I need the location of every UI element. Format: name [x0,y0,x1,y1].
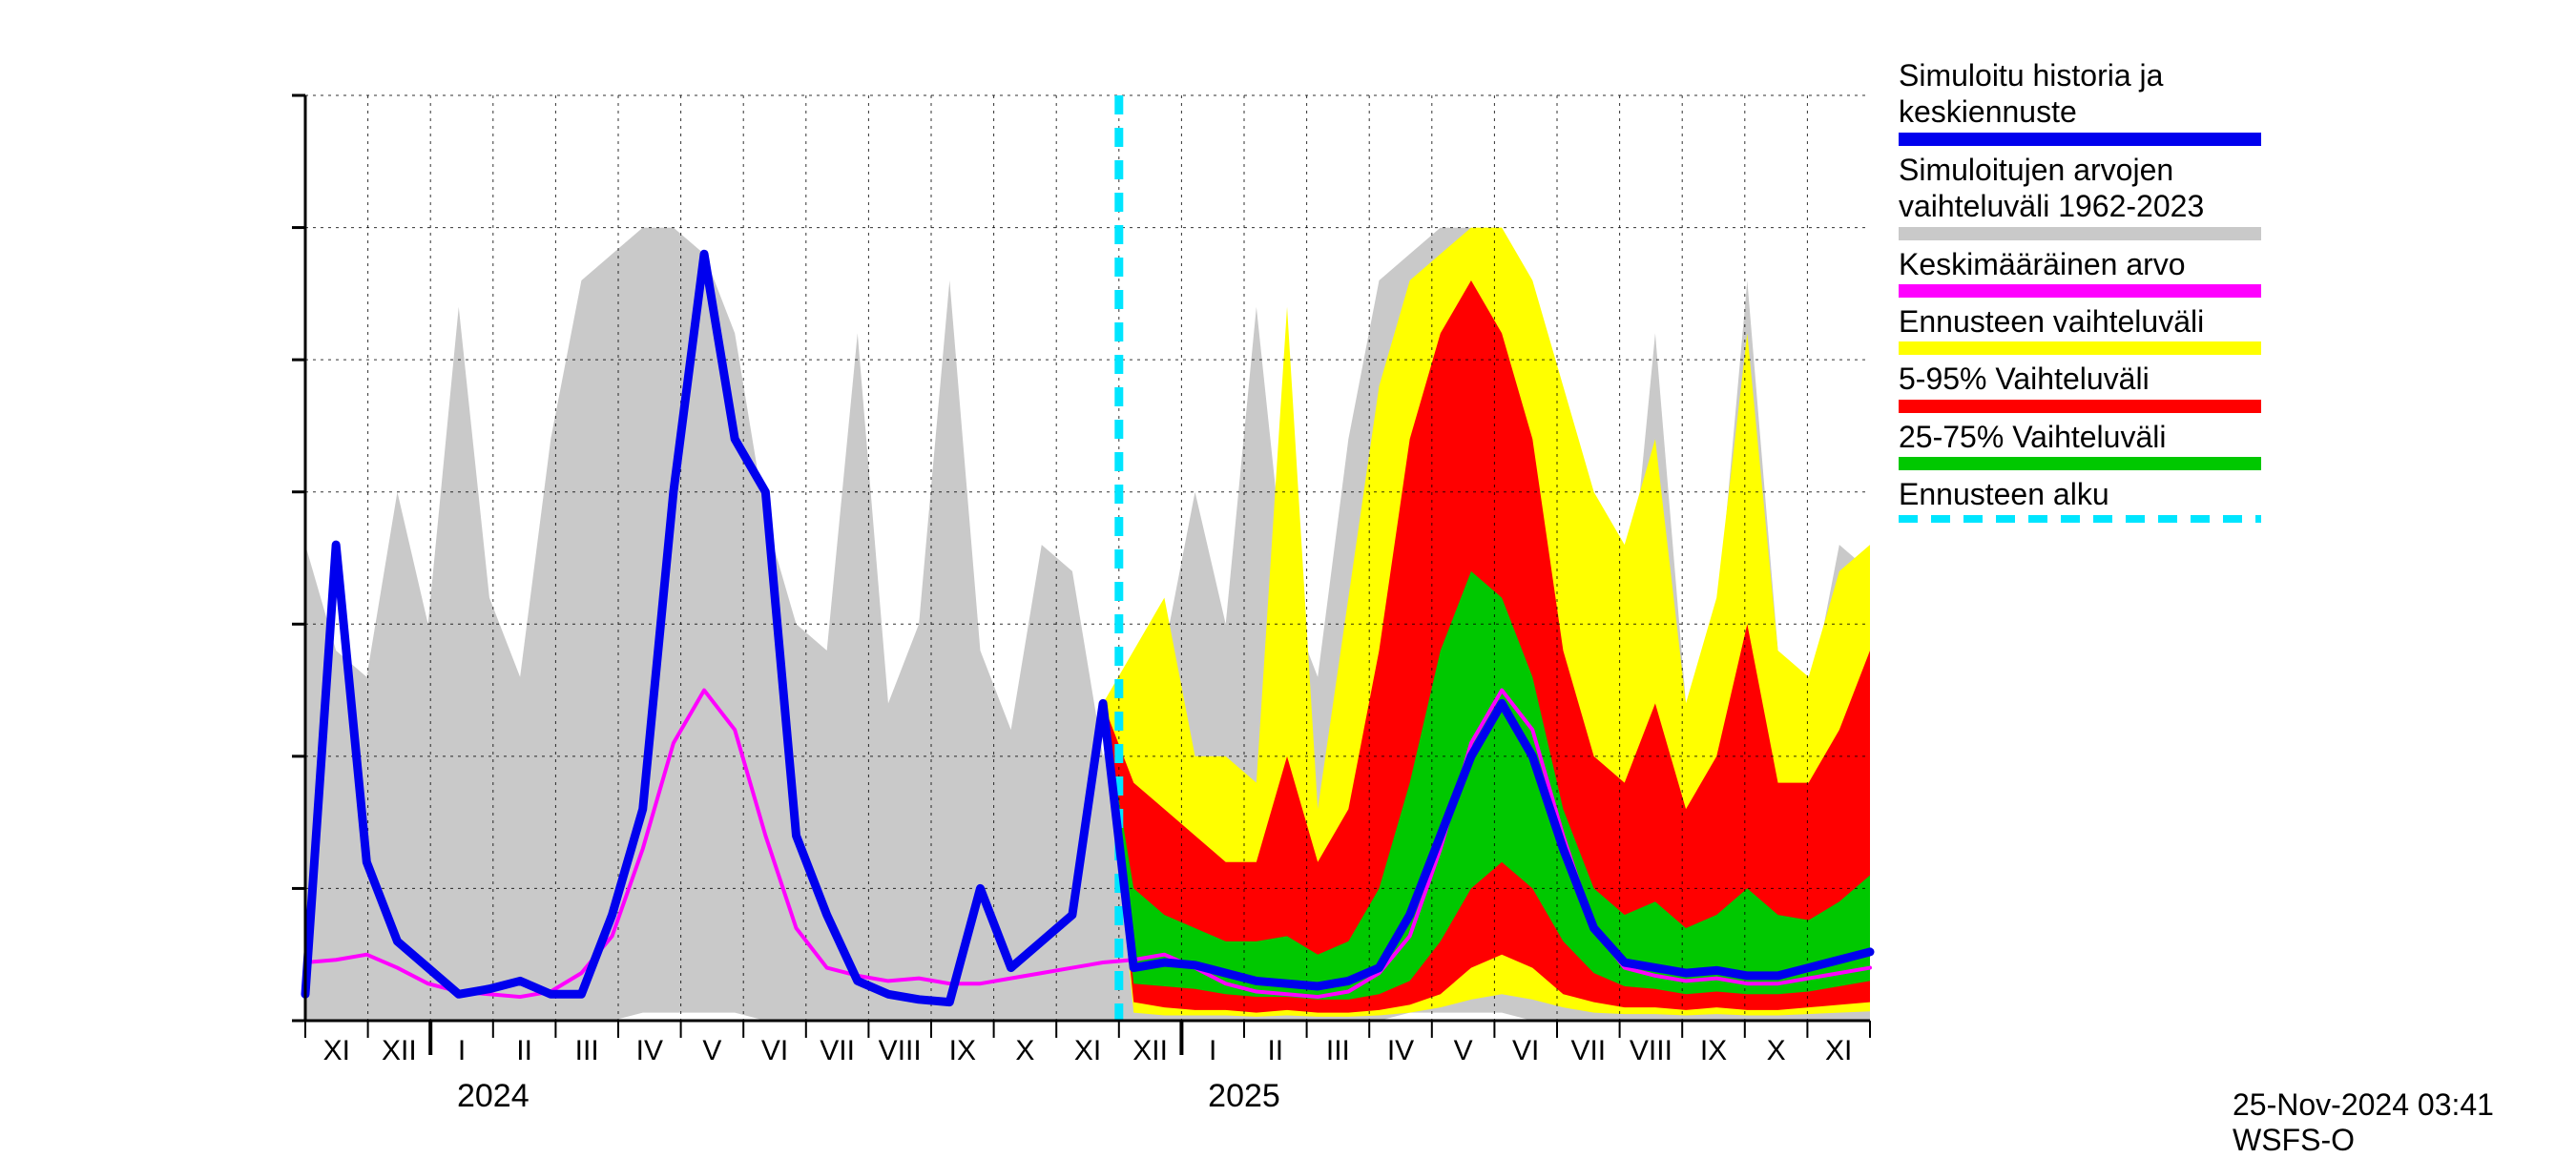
x-tick-month: II [1267,1035,1283,1067]
legend-label: keskiennuste [1899,93,2261,130]
legend-item: 25-75% Vaihteluväli [1899,419,2261,470]
legend-label: Ennusteen alku [1899,476,2261,512]
legend-label: Simuloitujen arvojen [1899,152,2261,188]
legend-swatch [1899,133,2261,146]
x-tick-month: V [702,1035,721,1067]
legend-label: 25-75% Vaihteluväli [1899,419,2261,455]
x-tick-month: IX [1700,1035,1727,1067]
x-tick-year: 2024 [457,1078,530,1115]
x-tick-month: I [458,1035,466,1067]
legend: Simuloitu historia jakeskiennusteSimuloi… [1899,57,2261,528]
legend-item: Ennusteen vaihteluväli [1899,303,2261,355]
x-tick-month: X [1767,1035,1786,1067]
x-tick-month: XI [1074,1035,1101,1067]
x-tick-month: II [516,1035,532,1067]
x-tick-month: IV [1387,1035,1414,1067]
legend-swatch [1899,341,2261,355]
x-tick-month: VII [1570,1035,1606,1067]
legend-swatch [1899,284,2261,298]
x-tick-month: IX [949,1035,976,1067]
x-tick-month: IV [636,1035,663,1067]
x-tick-month: VII [820,1035,855,1067]
legend-swatch [1899,227,2261,240]
legend-label: Keskimääräinen arvo [1899,246,2261,282]
x-tick-month: VI [1512,1035,1539,1067]
legend-label: Simuloitu historia ja [1899,57,2261,93]
legend-item: Simuloitu historia jakeskiennuste [1899,57,2261,146]
x-tick-month: XII [1132,1035,1168,1067]
legend-item: 5-95% Vaihteluväli [1899,361,2261,412]
x-tick-month: III [1326,1035,1350,1067]
legend-swatch [1899,515,2261,523]
legend-swatch [1899,457,2261,470]
x-tick-month: III [575,1035,599,1067]
legend-item: Simuloitujen arvojenvaihteluväli 1962-20… [1899,152,2261,240]
legend-label: vaihteluväli 1962-2023 [1899,188,2261,224]
legend-swatch [1899,400,2261,413]
x-tick-month: I [1209,1035,1216,1067]
legend-label: 5-95% Vaihteluväli [1899,361,2261,397]
legend-item: Ennusteen alku [1899,476,2261,522]
legend-label: Ennusteen vaihteluväli [1899,303,2261,340]
footer-timestamp: 25-Nov-2024 03:41 WSFS-O [2233,1087,2576,1158]
x-tick-month: X [1015,1035,1034,1067]
legend-item: Keskimääräinen arvo [1899,246,2261,298]
x-tick-year: 2025 [1208,1078,1280,1115]
chart-container: Välivarasto / Subsurface storage mm Väli… [0,0,2576,1145]
x-tick-month: VI [761,1035,788,1067]
x-tick-month: VIII [879,1035,922,1067]
x-tick-month: V [1454,1035,1473,1067]
x-tick-month: VIII [1630,1035,1672,1067]
x-tick-month: XII [382,1035,417,1067]
x-tick-month: XI [1825,1035,1852,1067]
x-tick-month: XI [323,1035,350,1067]
